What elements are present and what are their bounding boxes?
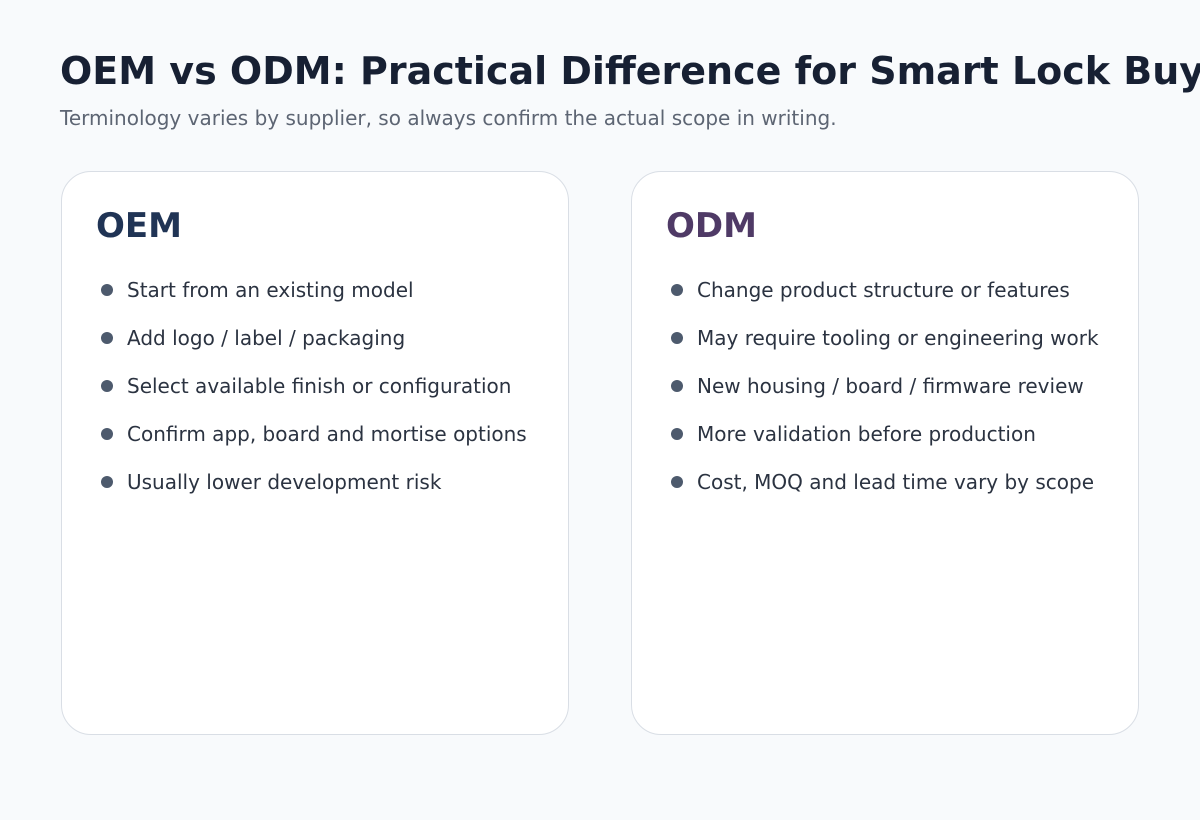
odm-list-item: New housing / board / firmware review — [666, 371, 1106, 401]
oem-list-item-text: Start from an existing model — [127, 278, 414, 302]
bullet-dot-icon — [101, 428, 113, 440]
odm-list-item: May require tooling or engineering work — [666, 323, 1106, 353]
odm-list-item-text: Cost, MOQ and lead time vary by scope — [697, 470, 1095, 494]
odm-card: ODM Change product structure or features… — [631, 171, 1139, 735]
bullet-dot-icon — [671, 476, 683, 488]
oem-list-item-text: Select available finish or configuration — [127, 374, 512, 398]
odm-list-item-text: New housing / board / firmware review — [697, 374, 1084, 398]
oem-card-title: OEM — [96, 206, 182, 246]
odm-list-item: Cost, MOQ and lead time vary by scope — [666, 467, 1106, 497]
odm-list-item-text: Change product structure or features — [697, 278, 1070, 302]
oem-list-item: Select available finish or configuration — [96, 371, 536, 401]
odm-list-item: Change product structure or features — [666, 275, 1106, 305]
oem-list-item-text: Add logo / label / packaging — [127, 326, 406, 350]
odm-card-title: ODM — [666, 206, 757, 246]
bullet-dot-icon — [101, 284, 113, 296]
bullet-dot-icon — [671, 428, 683, 440]
odm-list-item-text: More validation before production — [697, 422, 1036, 446]
odm-feature-list: Change product structure or features May… — [666, 275, 1106, 515]
page-subtitle: Terminology varies by supplier, so alway… — [60, 106, 837, 130]
oem-list-item: Usually lower development risk — [96, 467, 536, 497]
oem-feature-list: Start from an existing model Add logo / … — [96, 275, 536, 515]
odm-list-item: More validation before production — [666, 419, 1106, 449]
page-title: OEM vs ODM: Practical Difference for Sma… — [60, 49, 1200, 93]
bullet-dot-icon — [101, 332, 113, 344]
oem-list-item-text: Confirm app, board and mortise options — [127, 422, 527, 446]
oem-card: OEM Start from an existing model Add log… — [61, 171, 569, 735]
bullet-dot-icon — [671, 284, 683, 296]
bullet-dot-icon — [671, 380, 683, 392]
oem-list-item: Add logo / label / packaging — [96, 323, 536, 353]
bullet-dot-icon — [671, 332, 683, 344]
oem-list-item-text: Usually lower development risk — [127, 470, 442, 494]
bullet-dot-icon — [101, 476, 113, 488]
odm-list-item-text: May require tooling or engineering work — [697, 326, 1099, 350]
oem-list-item: Confirm app, board and mortise options — [96, 419, 536, 449]
oem-list-item: Start from an existing model — [96, 275, 536, 305]
bullet-dot-icon — [101, 380, 113, 392]
